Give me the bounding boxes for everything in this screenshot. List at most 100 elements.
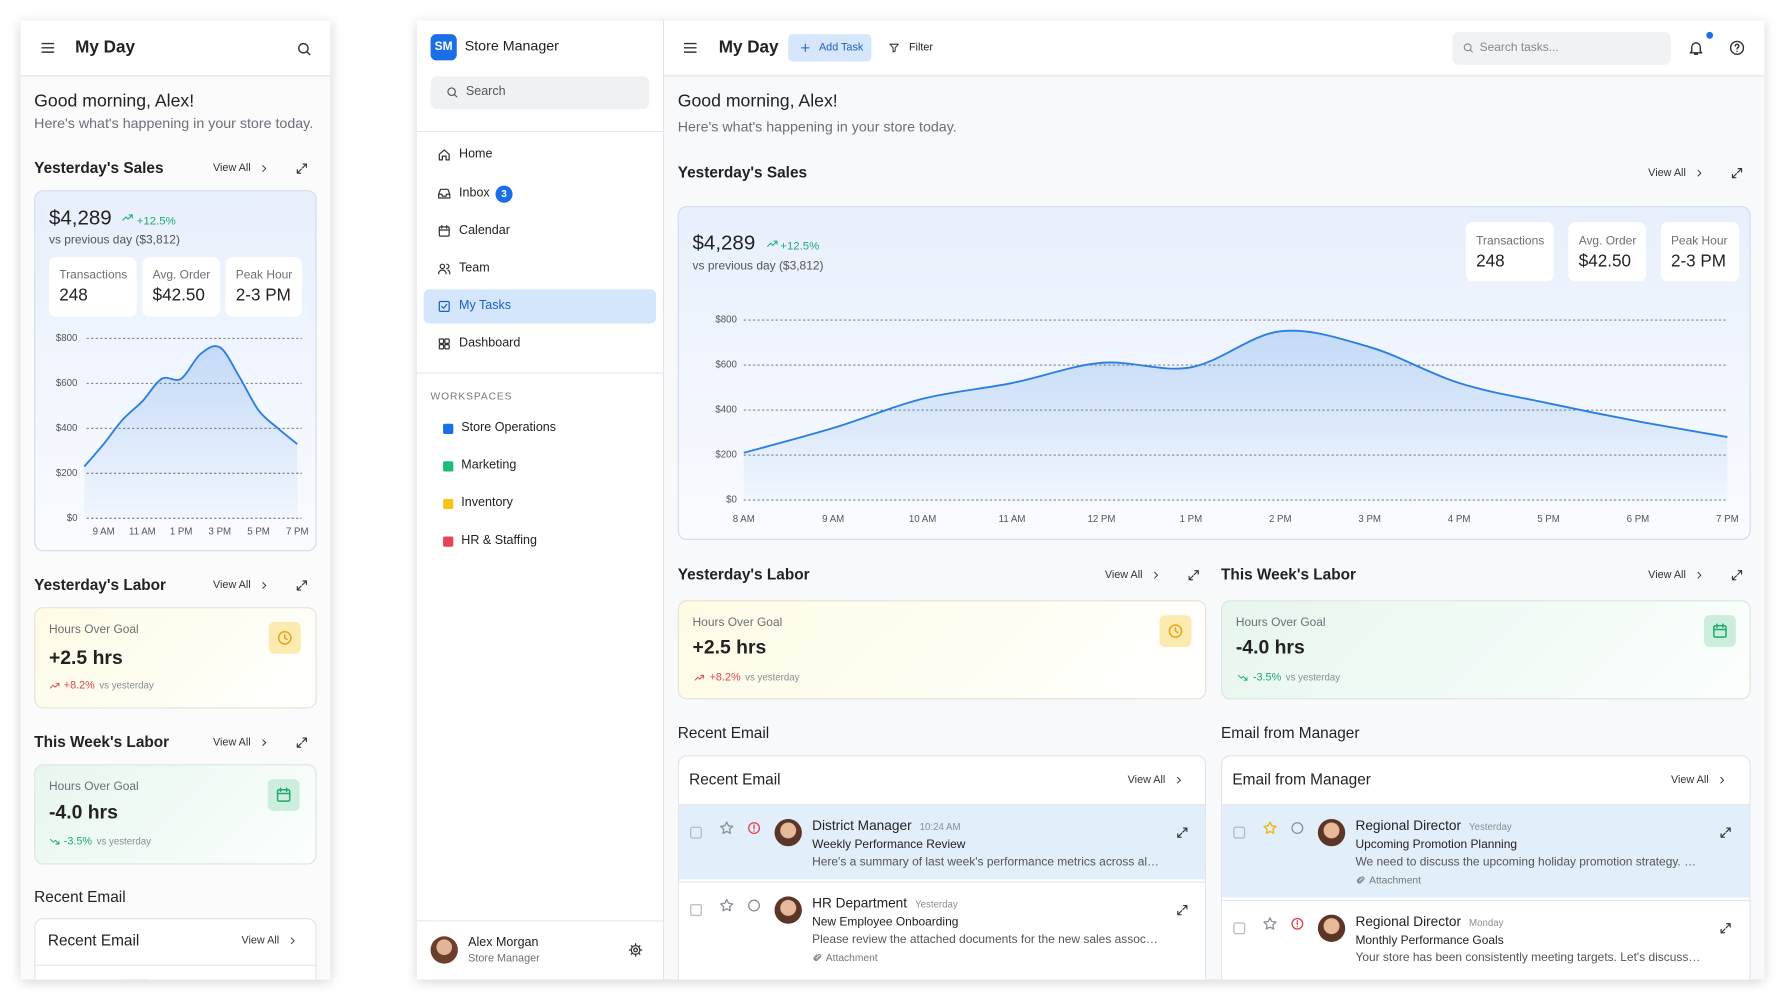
search-button[interactable]	[298, 42, 311, 56]
expand-button[interactable]	[1177, 904, 1188, 916]
email-time: Yesterday	[915, 898, 958, 910]
notification-dot	[1706, 31, 1714, 39]
y-tick-label: $800	[715, 315, 737, 326]
trend-icon	[49, 838, 60, 845]
chevron	[1720, 776, 1725, 784]
divider	[35, 964, 316, 966]
stat-box	[1465, 222, 1554, 282]
email-row[interactable]	[678, 804, 1206, 880]
task-search[interactable]	[1452, 31, 1671, 65]
y-tick-label: $600	[56, 378, 78, 389]
y-tick-label: $400	[715, 405, 737, 416]
view-all-link[interactable]: View All	[1670, 773, 1709, 787]
view-all-link[interactable]: View All	[212, 162, 251, 175]
expand-button[interactable]	[1177, 827, 1188, 838]
important-flag[interactable]	[748, 822, 761, 835]
important-flag[interactable]	[1291, 917, 1304, 930]
view-all-link[interactable]: View All	[1648, 166, 1686, 180]
email-checkbox[interactable]	[689, 904, 702, 917]
attachment-icon	[1356, 876, 1365, 884]
nav-item[interactable]: Team	[459, 261, 490, 275]
labor-card	[1221, 600, 1751, 700]
email-row[interactable]	[678, 881, 1206, 976]
x-tick-label: 7 PM	[286, 526, 309, 537]
stat-label: Peak Hour	[1670, 234, 1728, 248]
filter-button[interactable]: Filter	[908, 41, 934, 54]
x-tick-label: 12 PM	[1087, 514, 1115, 525]
status-circle[interactable]	[748, 899, 761, 912]
star-toggle[interactable]	[1263, 821, 1277, 834]
workspace-item[interactable]: Marketing	[461, 458, 517, 473]
expand-button[interactable]	[1720, 923, 1731, 934]
y-tick-label: $800	[56, 333, 78, 344]
email-sender: Regional Director	[1355, 913, 1462, 930]
user-avatar	[430, 936, 458, 964]
email-row[interactable]	[1222, 899, 1750, 976]
expand-button[interactable]	[1720, 827, 1731, 838]
expand-button[interactable]	[296, 163, 307, 174]
metric-value: +2.5 hrs	[48, 646, 123, 669]
workspace-item[interactable]: Inventory	[461, 495, 513, 510]
metric-label: Hours Over Goal	[692, 615, 783, 630]
view-all-link[interactable]: View All	[212, 736, 251, 749]
stat-value: 248	[59, 285, 88, 306]
x-tick-label: 5 PM	[1537, 514, 1560, 525]
x-tick-label: 10 AM	[909, 514, 936, 525]
section-heading: Yesterday's Sales	[34, 159, 164, 177]
status-circle[interactable]	[1291, 822, 1304, 835]
section-heading: Recent Email	[34, 888, 126, 906]
nav-badge	[495, 185, 513, 203]
sidebar-search-placeholder[interactable]: Search	[465, 84, 506, 99]
email-subject: New Employee Onboarding	[812, 915, 959, 930]
sales-summary: $4,289 +12.5%	[49, 206, 176, 231]
email-checkbox[interactable]	[1233, 826, 1246, 839]
nav-item[interactable]: Inbox	[459, 186, 490, 200]
chevron	[262, 739, 267, 746]
help-button[interactable]	[1729, 40, 1745, 55]
sidebar-search[interactable]	[430, 76, 650, 110]
email-checkbox[interactable]	[1233, 922, 1246, 935]
workspace-item[interactable]: HR & Staffing	[461, 533, 537, 548]
expand-button[interactable]	[296, 737, 307, 748]
menu-button[interactable]	[683, 42, 697, 53]
x-tick-label: 7 PM	[1716, 514, 1739, 525]
view-all-link[interactable]: View All	[1648, 568, 1686, 582]
menu-button[interactable]	[41, 42, 55, 53]
star-toggle[interactable]	[1263, 917, 1277, 930]
email-row[interactable]	[1222, 804, 1750, 898]
star-toggle[interactable]	[720, 821, 734, 834]
badge-count: 3	[501, 187, 507, 200]
nav-item[interactable]: My Tasks	[459, 298, 512, 313]
expand-button[interactable]	[1188, 570, 1199, 581]
nav-icon	[438, 338, 450, 350]
expand-button[interactable]	[1731, 168, 1743, 179]
add-task-label[interactable]: Add Task	[818, 41, 864, 54]
expand-button[interactable]	[1731, 570, 1743, 581]
star-toggle[interactable]	[720, 898, 734, 912]
view-all-link[interactable]: View All	[1104, 568, 1143, 582]
task-search-placeholder[interactable]: Search tasks...	[1479, 40, 1559, 55]
nav-icon	[438, 149, 450, 161]
workspace-item[interactable]: Store Operations	[461, 420, 557, 435]
nav-icon	[438, 263, 451, 275]
nav-item[interactable]: Home	[459, 147, 493, 162]
chevron	[262, 165, 267, 172]
sales-change: +12.5%	[136, 215, 176, 229]
metric-label: Hours Over Goal	[1235, 615, 1326, 630]
metric-change: +8.2%	[709, 671, 741, 684]
view-all-link[interactable]: View All	[241, 934, 280, 947]
expand-button[interactable]	[296, 580, 307, 591]
notifications-button[interactable]	[1689, 42, 1703, 55]
divider	[416, 372, 663, 374]
nav-item[interactable]: Calendar	[459, 223, 510, 238]
nav-item[interactable]: Dashboard	[459, 336, 521, 351]
view-all-link[interactable]: View All	[1127, 773, 1166, 787]
email-checkbox[interactable]	[689, 826, 702, 839]
chevron	[1154, 571, 1159, 579]
view-all-link[interactable]: View All	[212, 578, 251, 592]
metric-label: Hours Over Goal	[48, 779, 139, 794]
page-title: My Day	[718, 37, 779, 57]
settings-button[interactable]	[628, 943, 643, 957]
